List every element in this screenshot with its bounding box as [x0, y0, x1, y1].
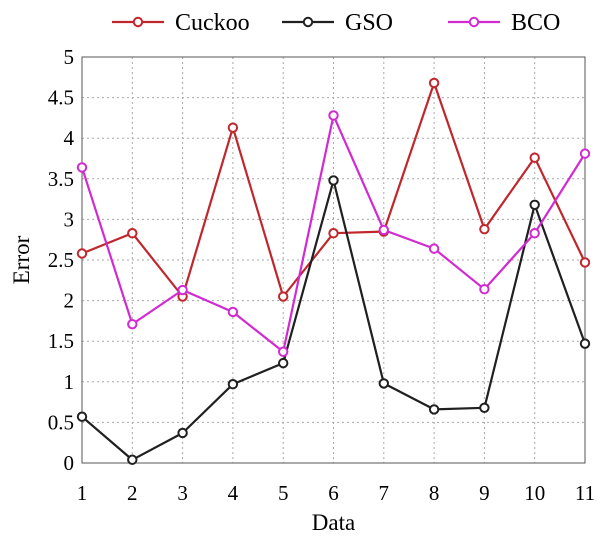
- y-tick-labels: 0 0.5 1 1.5 2 2.5 3 3.5 4 4.5 5: [48, 45, 75, 475]
- legend-item-cuckoo: Cuckoo: [112, 10, 250, 36]
- data-point-gso: [328, 175, 339, 186]
- data-point-cuckoo: [428, 77, 440, 89]
- y-tick-label: 0: [64, 451, 75, 475]
- data-point-gso: [278, 357, 289, 369]
- x-axis-title: Data: [312, 510, 355, 535]
- x-tick-label: 6: [328, 481, 339, 505]
- y-tick-label: 1.5: [48, 329, 74, 353]
- x-tick-label: 2: [127, 481, 138, 505]
- data-point-cuckoo: [479, 223, 490, 235]
- data-point-bco: [328, 110, 339, 121]
- data-point-gso: [127, 454, 138, 465]
- data-point-gso: [428, 404, 440, 415]
- data-point-bco: [579, 148, 591, 159]
- y-tick-label: 2.5: [48, 248, 74, 272]
- y-tick-label: 1: [64, 370, 75, 394]
- x-tick-label: 4: [228, 481, 239, 505]
- legend-label-gso: GSO: [345, 10, 393, 36]
- data-point-gso: [227, 379, 239, 390]
- data-point-bco: [378, 224, 389, 236]
- data-point-cuckoo: [328, 228, 339, 239]
- x-tick-labels: 1 2 3 4 5 6 7 8 9 10 11: [77, 481, 595, 505]
- x-tick-label: 11: [575, 481, 595, 505]
- data-point-bco: [529, 228, 540, 239]
- legend-item-bco: BCO: [448, 10, 560, 36]
- data-point-gso: [378, 378, 389, 389]
- y-axis-title: Error: [9, 235, 34, 284]
- x-tick-label: 5: [278, 481, 289, 505]
- legend-marker-bco: [468, 16, 480, 28]
- y-tick-label: 3.5: [48, 167, 74, 191]
- legend-label-cuckoo: Cuckoo: [175, 10, 250, 36]
- data-point-gso: [529, 199, 540, 210]
- y-tick-label: 4: [64, 126, 75, 150]
- x-tick-label: 8: [429, 481, 440, 505]
- data-point-bco: [76, 162, 88, 173]
- x-tick-label: 7: [379, 481, 390, 505]
- data-point-cuckoo: [529, 152, 540, 163]
- series-gso: [76, 175, 591, 465]
- data-point-bco: [127, 318, 138, 330]
- data-point-bco: [428, 243, 440, 254]
- series-layer: [76, 77, 591, 465]
- data-point-gso: [177, 427, 188, 439]
- x-tick-label: 9: [479, 481, 490, 505]
- x-tick-label: 10: [524, 481, 545, 505]
- data-point-cuckoo: [127, 228, 138, 239]
- legend-marker-gso: [302, 16, 314, 28]
- legend: Cuckoo GSO BCO: [112, 10, 560, 36]
- data-point-bco: [177, 284, 188, 296]
- y-tick-label: 4.5: [48, 86, 74, 110]
- x-tick-label: 3: [177, 481, 188, 505]
- data-point-gso: [479, 402, 490, 413]
- data-point-cuckoo: [227, 122, 239, 133]
- series-bco: [76, 110, 591, 357]
- data-point-cuckoo: [76, 248, 88, 259]
- y-tick-label: 5: [64, 45, 75, 69]
- legend-label-bco: BCO: [511, 10, 560, 36]
- legend-marker-cuckoo: [132, 16, 144, 28]
- data-point-bco: [227, 306, 239, 318]
- legend-item-gso: GSO: [282, 10, 393, 36]
- y-tick-label: 3: [64, 207, 75, 231]
- data-point-cuckoo: [579, 257, 591, 268]
- data-point-cuckoo: [278, 291, 289, 302]
- data-point-bco: [479, 284, 490, 295]
- data-point-bco: [278, 346, 289, 357]
- data-point-gso: [579, 338, 591, 349]
- x-tick-label: 1: [77, 481, 88, 505]
- y-tick-label: 2: [64, 289, 75, 313]
- data-point-gso: [76, 411, 88, 422]
- y-tick-label: 0.5: [48, 410, 74, 434]
